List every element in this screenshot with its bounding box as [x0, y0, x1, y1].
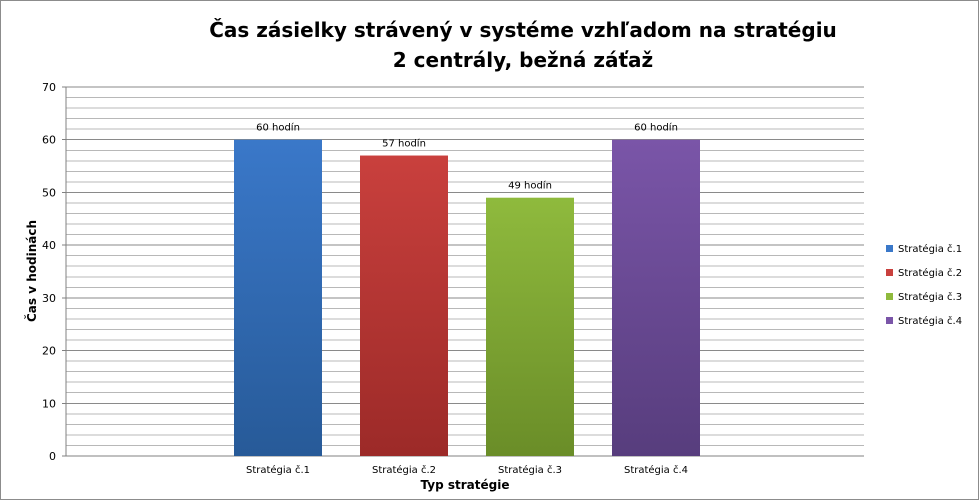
legend-label-2: Stratégia č.2: [898, 267, 962, 279]
category-label-2: Stratégia č.2: [372, 464, 436, 476]
category-label-4: Stratégia č.4: [624, 464, 688, 476]
data-label-2: 57 hodín: [382, 138, 426, 150]
y-tick-label: 40: [42, 239, 56, 252]
y-tick-label: 10: [42, 397, 56, 410]
data-label-1: 60 hodín: [256, 122, 300, 134]
bar-1: [234, 139, 322, 456]
y-tick-label: 30: [42, 292, 56, 305]
chart-title: Čas zásielky strávený v systéme vzhľadom…: [209, 18, 837, 42]
data-label-3: 49 hodín: [508, 180, 552, 192]
legend: Stratégia č.1 Stratégia č.2 Stratégia č.3 S…: [886, 243, 962, 327]
legend-label-4: Stratégia č.4: [898, 315, 962, 327]
data-labels: 60 hodín 57 hodín 49 hodín 60 hodín: [256, 122, 678, 192]
y-tick-label: 60: [42, 134, 56, 147]
x-axis-title: Typ stratégie: [421, 478, 510, 492]
y-tick-label: 0: [49, 450, 56, 463]
data-label-4: 60 hodín: [634, 122, 678, 134]
legend-swatch-2: [886, 269, 893, 276]
gridlines: [66, 86, 864, 457]
y-tick-label: 70: [42, 81, 56, 94]
legend-swatch-4: [886, 317, 893, 324]
legend-label-1: Stratégia č.1: [898, 243, 962, 255]
y-axis-title: Čas v hodinách: [24, 220, 39, 322]
y-tick-labels: 0 10 20 30 40 50 60 70: [42, 81, 66, 463]
category-label-1: Stratégia č.1: [246, 464, 310, 476]
bars: [234, 139, 700, 456]
bar-4: [612, 139, 700, 456]
chart-subtitle: 2 centrály, bežná záťaž: [393, 48, 653, 72]
category-label-3: Stratégia č.3: [498, 464, 562, 476]
legend-swatch-1: [886, 245, 893, 252]
category-labels: Stratégia č.1 Stratégia č.2 Stratégia č.3 S…: [246, 464, 688, 476]
axes: [65, 87, 864, 457]
legend-label-3: Stratégia č.3: [898, 291, 962, 303]
bar-2: [360, 155, 448, 456]
y-tick-label: 20: [42, 345, 56, 358]
y-tick-label: 50: [42, 186, 56, 199]
bar-3: [486, 197, 574, 456]
legend-swatch-3: [886, 293, 893, 300]
